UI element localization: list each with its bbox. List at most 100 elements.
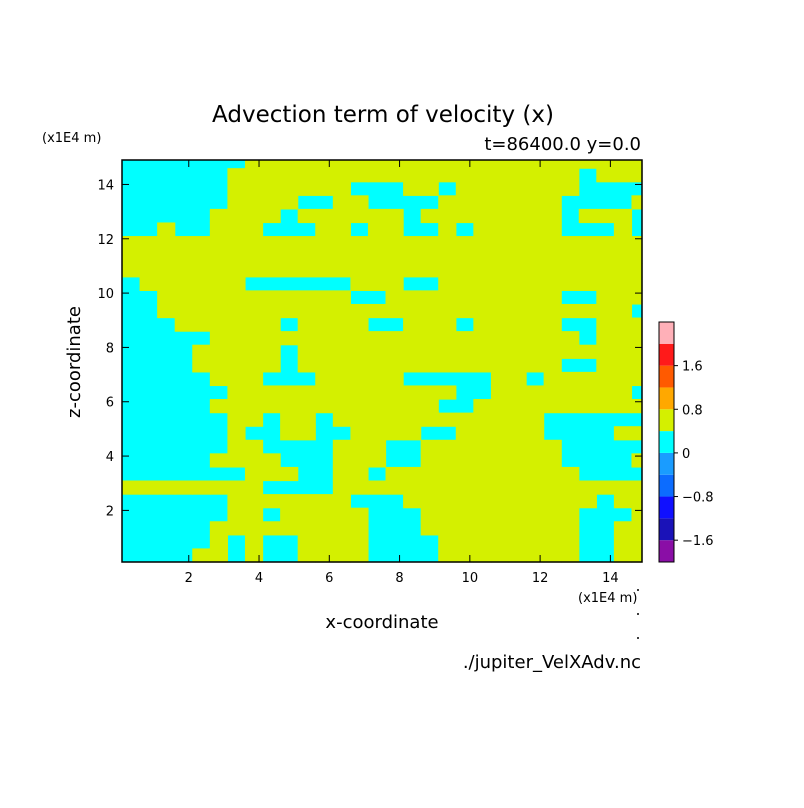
field-cell bbox=[613, 160, 633, 169]
field-cell bbox=[227, 358, 246, 373]
field-cell bbox=[332, 303, 351, 319]
field-cell bbox=[543, 208, 562, 224]
field-cell bbox=[297, 208, 316, 224]
field-cell bbox=[543, 222, 562, 237]
field-cell bbox=[438, 358, 457, 373]
field-cell bbox=[332, 160, 351, 169]
y-tick-label: 6 bbox=[106, 396, 114, 411]
field-cell bbox=[350, 534, 369, 550]
field-cell bbox=[631, 236, 643, 251]
field-cell bbox=[209, 371, 229, 387]
field-cell bbox=[315, 371, 334, 387]
field-cell bbox=[332, 521, 351, 536]
field-cell bbox=[244, 249, 264, 264]
field-cell bbox=[280, 249, 299, 264]
field-cell bbox=[596, 263, 615, 278]
y-axis-label: z-coordinate bbox=[64, 306, 85, 418]
field-cell bbox=[526, 466, 545, 482]
chart-subtitle: t=86400.0 y=0.0 bbox=[484, 134, 641, 155]
colorbar-segment bbox=[659, 452, 674, 475]
field-cell bbox=[490, 521, 510, 536]
field-cell bbox=[473, 236, 492, 251]
field-cell bbox=[192, 290, 211, 305]
colorbar-segment bbox=[659, 540, 674, 562]
field-cell bbox=[332, 358, 351, 373]
field-cell bbox=[543, 480, 562, 495]
field-cell bbox=[613, 426, 633, 441]
field-cell bbox=[543, 317, 562, 332]
field-cell bbox=[367, 236, 387, 251]
field-cell bbox=[490, 507, 510, 522]
field-cell bbox=[350, 249, 369, 264]
field-cell bbox=[209, 344, 229, 359]
field-cell bbox=[631, 453, 643, 468]
plot-frame bbox=[121, 159, 643, 563]
field-cell bbox=[613, 371, 633, 387]
field-cell bbox=[262, 344, 281, 359]
field-cell bbox=[280, 331, 299, 346]
source-file-label: ./jupiter_VelXAdv.nc bbox=[463, 652, 641, 673]
field-cell bbox=[455, 290, 474, 305]
field-cell bbox=[473, 249, 492, 264]
field-cell bbox=[526, 494, 545, 509]
field-cell bbox=[227, 371, 246, 387]
field-cell bbox=[367, 276, 387, 291]
field-cell bbox=[578, 160, 597, 169]
field-cell bbox=[543, 344, 562, 359]
field-cell bbox=[280, 399, 299, 414]
field-cell bbox=[490, 439, 510, 454]
field-cell bbox=[455, 507, 474, 522]
field-cell bbox=[315, 168, 334, 183]
field-cell bbox=[455, 358, 474, 373]
field-cell bbox=[192, 548, 211, 563]
field-cell bbox=[490, 480, 510, 495]
field-cell bbox=[631, 344, 643, 359]
field-cell bbox=[403, 412, 422, 427]
field-cell bbox=[280, 426, 299, 441]
field-cell bbox=[578, 385, 597, 400]
field-cell bbox=[473, 453, 492, 468]
field-cell bbox=[262, 195, 281, 210]
field-cell bbox=[508, 358, 527, 373]
field-cell bbox=[385, 303, 404, 319]
field-cell bbox=[508, 276, 527, 291]
field-cell bbox=[297, 344, 316, 359]
field-cell bbox=[350, 263, 369, 278]
field-cell bbox=[420, 208, 439, 224]
field-cell bbox=[227, 168, 246, 183]
field-cell bbox=[455, 466, 474, 482]
field-cell bbox=[280, 521, 299, 536]
field-cell bbox=[578, 236, 597, 251]
field-cell bbox=[613, 521, 633, 536]
field-cell bbox=[297, 168, 316, 183]
field-cell bbox=[526, 276, 545, 291]
field-cell bbox=[367, 371, 387, 387]
field-cell bbox=[490, 385, 510, 400]
field-cell bbox=[227, 344, 246, 359]
field-cell bbox=[315, 317, 334, 332]
field-cell bbox=[438, 466, 457, 482]
field-cell bbox=[280, 385, 299, 400]
marker-dot bbox=[637, 589, 639, 591]
field-cell bbox=[315, 358, 334, 373]
field-cell bbox=[508, 344, 527, 359]
field-cell bbox=[473, 168, 492, 183]
field-cell bbox=[561, 331, 580, 346]
field-cell bbox=[490, 358, 510, 373]
field-cell bbox=[350, 358, 369, 373]
field-cell bbox=[350, 453, 369, 468]
field-cell bbox=[438, 548, 457, 563]
field-cell bbox=[227, 181, 246, 196]
field-cell bbox=[332, 385, 351, 400]
field-cell bbox=[613, 249, 633, 264]
field-cell bbox=[403, 344, 422, 359]
field-cell bbox=[543, 168, 562, 183]
field-cell bbox=[332, 548, 351, 563]
field-cell bbox=[561, 507, 580, 522]
field-cell bbox=[526, 507, 545, 522]
y-axis-unit: (x1E4 m) bbox=[42, 131, 101, 146]
field-cell bbox=[227, 195, 246, 210]
field-cell bbox=[332, 399, 351, 414]
field-cell bbox=[262, 358, 281, 373]
field-cell bbox=[227, 331, 246, 346]
